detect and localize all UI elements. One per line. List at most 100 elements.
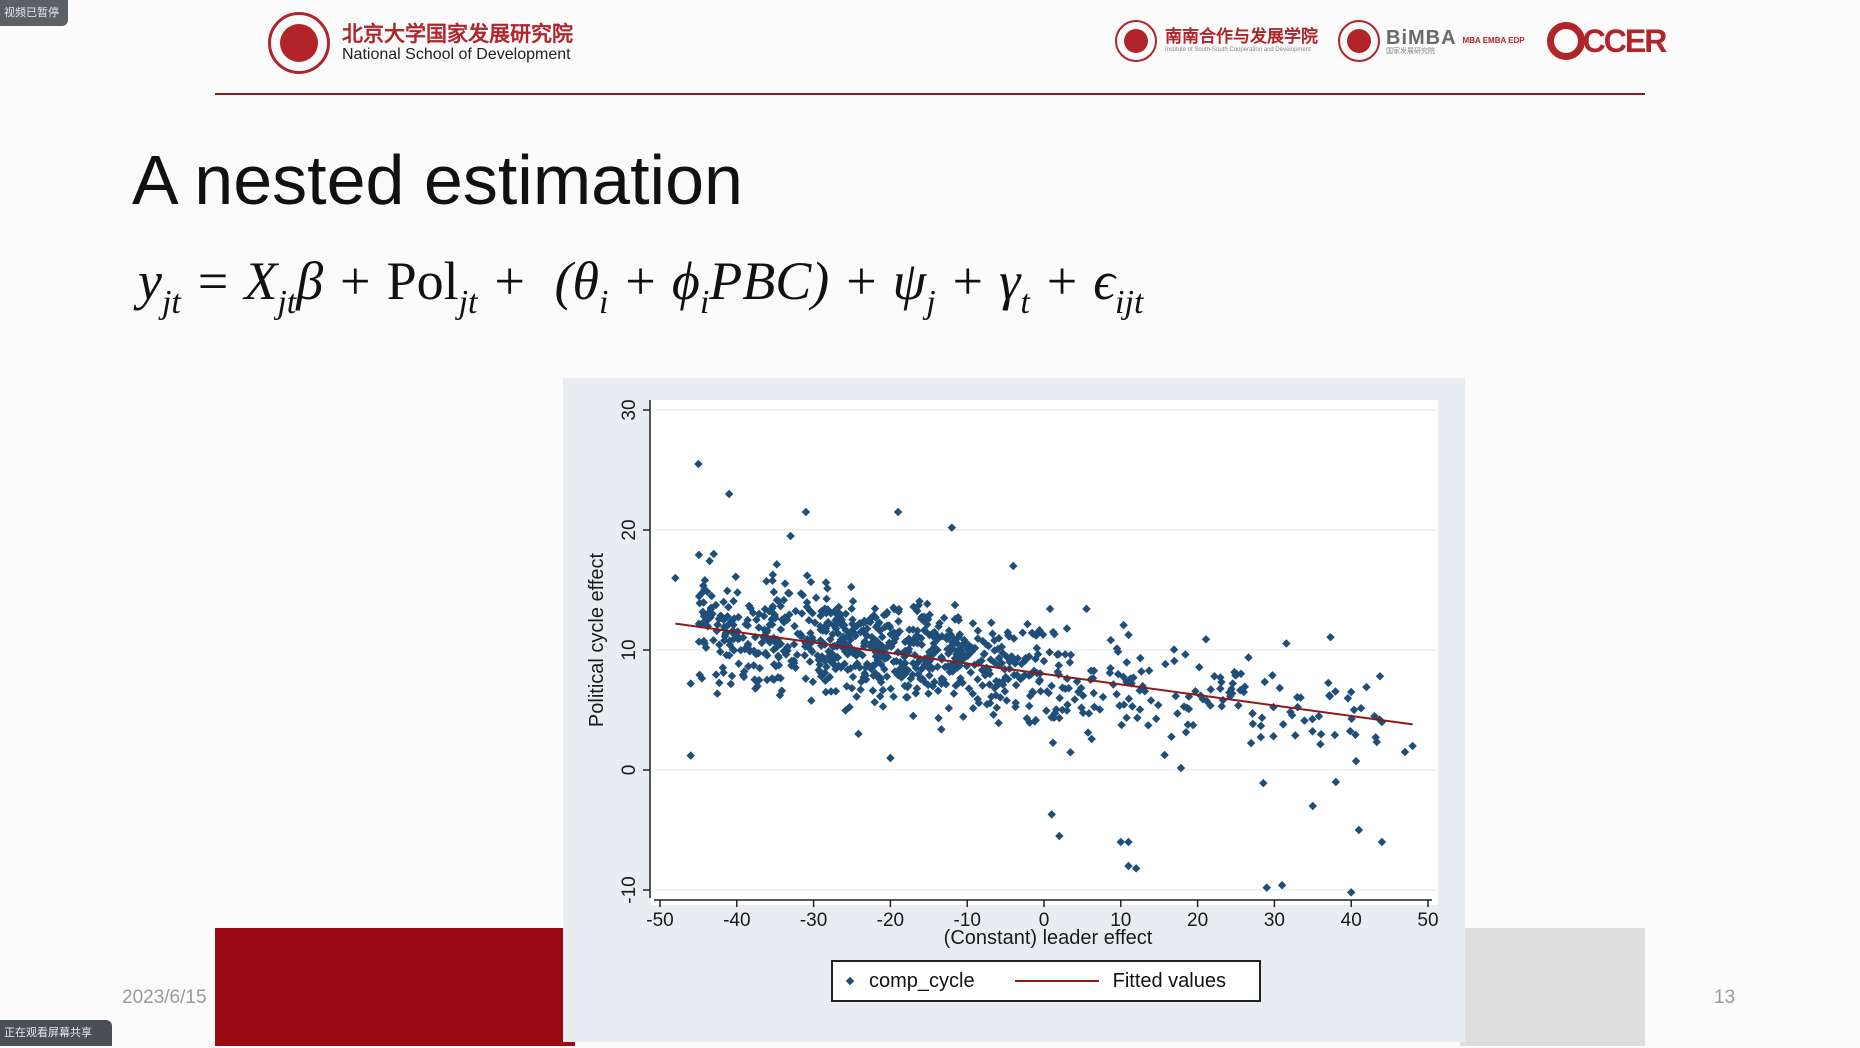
scatter-point — [993, 644, 1003, 654]
logo-chinese-name: 北京大学国家发展研究院 — [342, 21, 573, 46]
scatter-point — [777, 686, 787, 696]
scatter-point — [1146, 696, 1156, 705]
scatter-point — [841, 626, 851, 635]
scatter-point — [878, 702, 888, 711]
scatter-point — [1176, 763, 1186, 773]
scatter-point — [1105, 668, 1115, 678]
scatter-point — [1144, 721, 1153, 730]
y-tick-label: 30 — [619, 399, 640, 420]
scatter-point — [871, 622, 881, 632]
scatter-point — [1031, 654, 1040, 664]
x-tick-label: -40 — [723, 910, 750, 931]
scatter-point — [987, 692, 996, 702]
footer-accent-bar — [215, 928, 575, 1046]
scatter-point — [1005, 657, 1014, 667]
scatter-point — [716, 647, 725, 656]
scatter-point — [769, 675, 779, 685]
scatter-point — [734, 659, 743, 669]
scatter-point — [1268, 671, 1277, 680]
scatter-point — [1217, 702, 1226, 711]
scatter-point — [834, 602, 843, 612]
scatter-point — [901, 693, 911, 702]
scatter-point — [1128, 702, 1137, 711]
legend-line-icon — [1014, 980, 1099, 982]
scatter-point — [762, 577, 771, 586]
scatter-point — [854, 729, 863, 739]
scatter-point — [856, 627, 865, 637]
bimba-logo: BiMBA 国家发展研究院 MBA EMBA EDP — [1338, 20, 1525, 62]
scatter-point — [894, 617, 903, 626]
nsd-logo: 北京大学国家发展研究院 National School of Developme… — [268, 12, 573, 74]
scatter-point — [1082, 604, 1091, 614]
scatter-point — [900, 637, 910, 647]
scatter-point — [1087, 734, 1096, 744]
scatter-point — [715, 640, 724, 649]
scatter-point — [865, 641, 875, 651]
scatter-point — [1011, 702, 1020, 712]
scatter-point — [1277, 880, 1287, 890]
page-number: 13 — [1714, 987, 1736, 1008]
scatter-point — [800, 651, 809, 660]
scatter-point — [723, 586, 732, 596]
scatter-point — [929, 642, 939, 652]
scatter-point — [744, 662, 753, 671]
pku-seal-icon — [268, 12, 330, 74]
scatter-point — [727, 671, 737, 681]
bimba-subtitle: 国家发展研究院 — [1386, 47, 1435, 55]
scatter-point — [697, 674, 707, 683]
scatter-point — [848, 672, 858, 682]
y-axis-title: Political cycle effect — [586, 552, 608, 727]
scatter-point — [769, 587, 779, 597]
scatter-point — [1234, 701, 1243, 710]
scatter-point — [886, 753, 895, 763]
scatter-point — [1034, 677, 1044, 687]
scatter-point — [1308, 801, 1318, 811]
equation: yjt = Xjtβ + Poljt + (θi + ϕiPBC) + ψj +… — [138, 251, 1144, 321]
scatter-point — [822, 662, 831, 672]
scatter-point — [1330, 730, 1340, 740]
scatter-point — [944, 703, 954, 713]
scatter-point — [829, 659, 838, 669]
scatter-point — [1195, 662, 1204, 672]
scatter-point — [1351, 730, 1360, 739]
scatter-point — [934, 713, 943, 723]
scatter-point — [1345, 726, 1355, 736]
scatter-point — [821, 578, 831, 587]
south-seal-icon — [1115, 20, 1157, 62]
scatter-point — [843, 649, 852, 659]
scatter-point — [920, 660, 930, 669]
scatter-point — [797, 609, 807, 618]
scatter-point — [1070, 695, 1079, 704]
scatter-point — [703, 609, 712, 619]
scatter-point — [826, 687, 836, 696]
scatter-point — [725, 640, 735, 650]
scatter-point — [729, 646, 739, 655]
scatter-point — [1269, 732, 1278, 741]
scatter-point — [1356, 703, 1366, 713]
scatter-point — [1260, 677, 1269, 687]
scatter-chart: -50 -40 -30 -20 -10 0 10 20 30 40 50 -10 0 10 20 30 (C… — [563, 378, 1465, 1042]
scatter-point — [933, 686, 943, 695]
scatter-point — [1316, 740, 1325, 749]
scatter-point — [719, 597, 728, 607]
scatter-point — [694, 550, 704, 560]
scatter-point — [750, 675, 759, 684]
scatter-point — [1011, 680, 1021, 690]
scatter-point — [1047, 681, 1056, 691]
scatter-point — [856, 685, 865, 694]
video-paused-badge: 视频已暂停 — [0, 0, 68, 26]
scatter-point — [1036, 686, 1045, 696]
scatter-point — [996, 693, 1005, 702]
scatter-point — [1372, 737, 1382, 747]
scatter-point — [774, 653, 784, 662]
scatter-point — [1191, 686, 1200, 696]
scatter-point — [1198, 694, 1208, 704]
scatter-point — [1021, 654, 1031, 664]
scatter-point — [709, 636, 718, 645]
scatter-point — [1089, 666, 1099, 676]
scatter-point — [1151, 714, 1161, 723]
scatter-point — [1314, 712, 1324, 721]
scatter-point — [1343, 694, 1353, 703]
scatter-point — [1018, 628, 1027, 637]
scatter-point — [780, 579, 790, 588]
